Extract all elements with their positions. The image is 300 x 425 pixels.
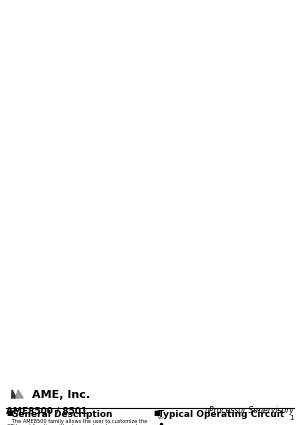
Text: μProcessor Supervisory: μProcessor Supervisory [204,406,294,415]
Polygon shape [12,390,16,398]
Text: AME, Inc.: AME, Inc. [32,390,90,400]
Polygon shape [16,390,23,398]
Text: ■: ■ [6,410,13,416]
Text: AME8500 / 8501: AME8500 / 8501 [6,406,87,415]
Text: Typical Operating Circuit: Typical Operating Circuit [158,410,284,419]
Text: V$_{cc}$: V$_{cc}$ [157,414,165,422]
Text: General Description: General Description [11,410,112,419]
Text: ■: ■ [153,410,160,416]
Text: 1: 1 [290,415,294,421]
Text: The AME8500 family allows the user to customize the: The AME8500 family allows the user to cu… [7,419,147,424]
Text: CPU reset function without any external components.: CPU reset function without any external … [7,424,142,425]
